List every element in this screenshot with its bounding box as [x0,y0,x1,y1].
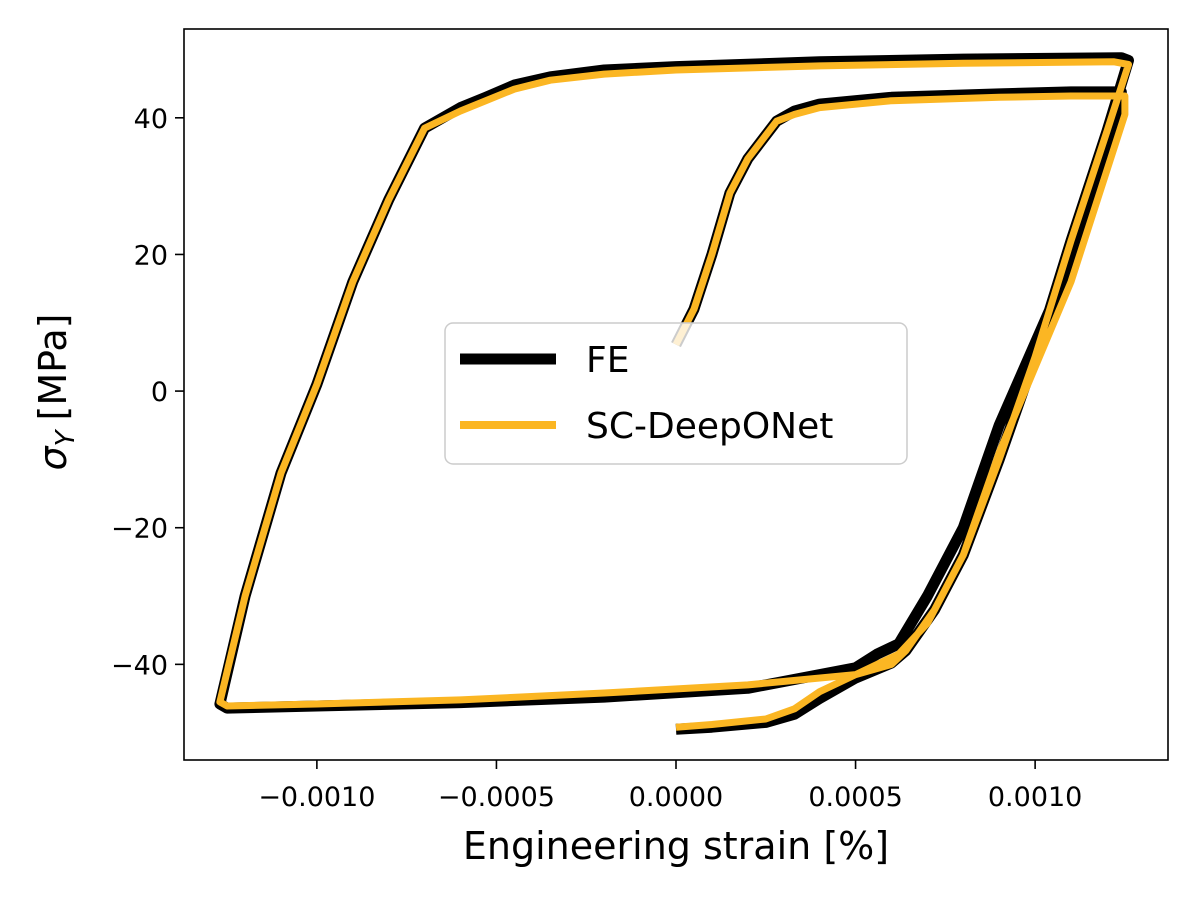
y-tick-label: −20 [111,514,168,545]
x-tick-label: −0.0005 [438,782,555,813]
x-tick-label: 0.0005 [808,782,902,813]
y-tick-label: 40 [134,104,168,135]
x-tick-label: 0.0010 [988,782,1082,813]
y-tick-label: 0 [151,377,168,408]
y-axis-label-subscript: Y [51,428,81,446]
x-tick-label: 0.0000 [629,782,723,813]
legend-label-sc-deeponet: SC-DeepONet [586,406,833,447]
y-tick-label: −40 [111,650,168,681]
x-axis: −0.0010 −0.0005 0.0000 0.0005 0.0010 [258,760,1082,813]
y-tick-label: 20 [134,240,168,271]
y-axis: −40 −20 0 20 40 [111,104,184,681]
x-axis-label: Engineering strain [%] [463,824,889,868]
y-axis-label: σY [MPa] [31,314,81,471]
y-axis-label-unit: [MPa] [31,314,75,421]
legend: FE SC-DeepONet [444,322,908,465]
series-layer [214,52,1134,735]
x-tick-label: −0.0010 [258,782,375,813]
y-axis-label-symbol: σ [31,444,75,470]
svg-text:σY[MPa]: σY [MPa] [31,314,81,471]
series-line-sc-deeponet [216,58,1132,731]
legend-label-fe: FE [586,340,629,381]
legend-box [444,322,908,465]
